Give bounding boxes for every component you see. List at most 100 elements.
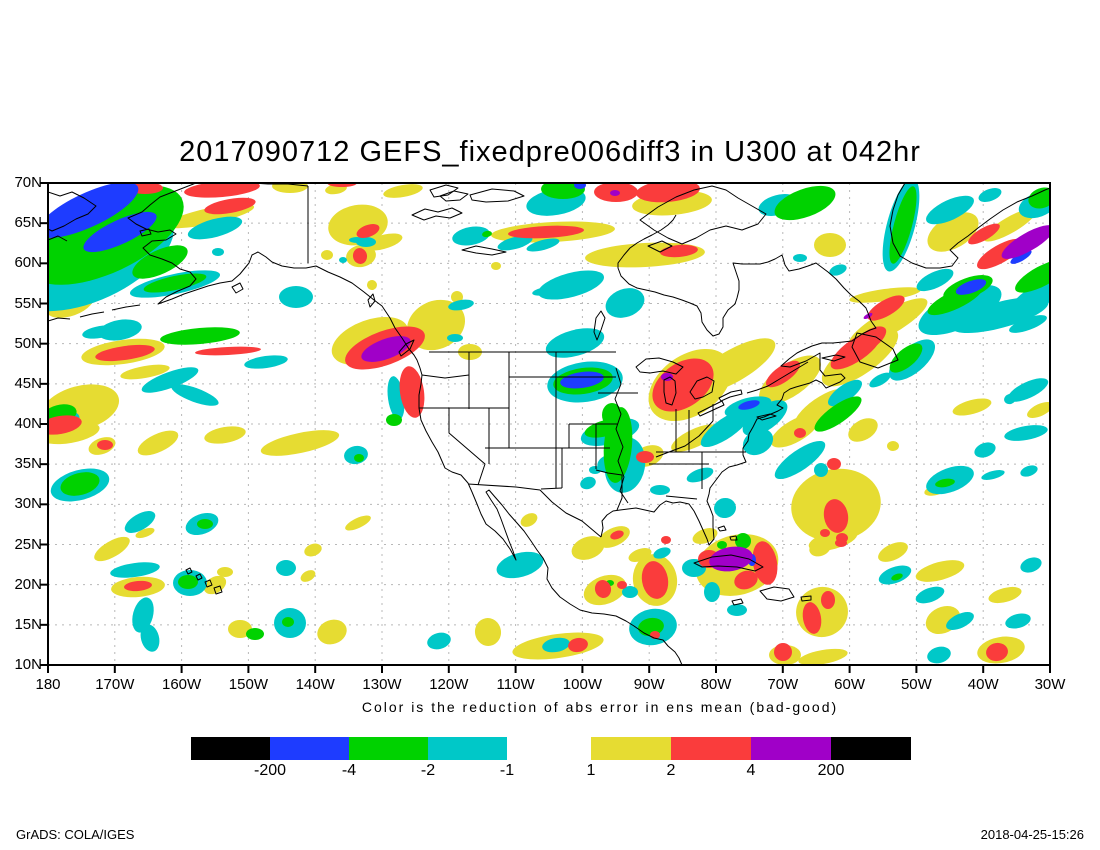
x-axis-label: 40W <box>967 676 999 693</box>
contour-blob <box>955 279 987 295</box>
island-outline <box>729 535 738 541</box>
contour-blob <box>399 366 425 418</box>
contour-blob <box>793 254 807 262</box>
contour-blob <box>447 334 463 342</box>
y-axis-label: 40N <box>14 415 42 432</box>
contour-blob <box>110 562 160 578</box>
contour-blob <box>835 539 847 547</box>
x-axis-label: 150W <box>228 676 268 693</box>
map-layers <box>48 183 1050 665</box>
contour-blob <box>448 299 474 311</box>
contour-blob <box>915 586 945 604</box>
contour-blob <box>589 466 601 474</box>
state-border <box>655 420 714 458</box>
contour-blob <box>279 286 313 308</box>
contour-blob <box>1004 425 1048 441</box>
contour-blob <box>137 430 179 456</box>
y-axis-label: 70N <box>14 174 42 191</box>
contour-blob <box>915 560 965 582</box>
contour-blob <box>641 561 669 599</box>
contour-blob <box>520 513 538 527</box>
contour-blob <box>610 530 624 540</box>
contour-blob <box>304 543 322 557</box>
island-outline <box>821 354 846 362</box>
colorbar-negative <box>191 737 507 760</box>
plot-title: 2017090712 GEFS_fixedpre006diff3 in U300… <box>179 136 921 168</box>
contour-blob <box>282 617 294 627</box>
contour-blob <box>542 637 570 653</box>
contour-blob <box>246 628 264 640</box>
island-outline <box>204 579 213 588</box>
contour-blob <box>574 183 586 189</box>
contour-blob <box>887 441 899 451</box>
colorbar-segment <box>751 737 831 760</box>
contour-blob <box>660 244 698 258</box>
x-axis-label: 80W <box>700 676 732 693</box>
contour-blob <box>496 551 544 579</box>
island-outline <box>398 339 415 357</box>
contour-blob <box>1004 393 1016 405</box>
contour-blob <box>497 235 533 251</box>
x-axis-label: 70W <box>767 676 799 693</box>
contour-blob <box>545 328 605 358</box>
contour-blob <box>132 245 188 279</box>
contour-blob <box>1027 401 1050 419</box>
coastline <box>600 214 877 546</box>
contour-blob <box>187 216 243 240</box>
y-axis-label: 60N <box>14 254 42 272</box>
contour-blob <box>794 428 806 438</box>
y-axis-label: 25N <box>14 535 42 553</box>
contour-blob <box>686 467 714 483</box>
contour-blob <box>653 547 671 559</box>
island-outline <box>139 228 152 237</box>
colorbar-positive <box>591 737 911 760</box>
contour-blob <box>823 499 849 533</box>
colorbar-segment <box>671 737 751 760</box>
contour-blob <box>204 197 256 215</box>
lake-outline <box>439 190 469 202</box>
lake-outline <box>635 357 684 375</box>
state-border <box>746 361 809 394</box>
contour-blob <box>935 478 955 488</box>
contour-blob <box>452 226 490 246</box>
lake-outline <box>718 389 743 402</box>
contour-blob <box>636 451 654 463</box>
x-axis-label: 90W <box>633 676 665 693</box>
contour-blob <box>714 497 736 519</box>
contour-blob <box>983 208 1037 242</box>
coastline <box>79 311 105 318</box>
contour-blob <box>345 515 371 531</box>
contour-blob <box>132 597 154 633</box>
contour-blob <box>228 620 252 638</box>
island-outline <box>639 185 767 245</box>
contour-blob <box>802 602 822 634</box>
contour-blob <box>916 268 954 292</box>
contour-blob <box>571 536 605 560</box>
contour-blob <box>830 330 882 370</box>
coastline <box>48 317 71 322</box>
contour-blob <box>140 624 160 652</box>
island-outline <box>800 595 812 602</box>
state-border <box>448 408 486 486</box>
contour-blob <box>602 403 622 427</box>
colorbar-segment <box>831 737 911 760</box>
state-border <box>467 483 602 538</box>
x-axis-label: 50W <box>900 676 932 693</box>
contour-blob <box>124 511 156 533</box>
contour-blob <box>661 536 671 544</box>
contour-blob <box>361 336 411 362</box>
island-outline <box>195 573 203 581</box>
contour-blob <box>1009 315 1047 333</box>
contour-blob <box>752 541 778 585</box>
contour-blob <box>451 291 463 303</box>
lake-outline <box>411 207 463 221</box>
contour-blob <box>742 400 788 436</box>
island-outline <box>731 598 744 606</box>
contour-blob <box>774 185 836 221</box>
contour-blob <box>889 186 917 264</box>
contour-blob <box>700 408 752 448</box>
contour-blob <box>927 646 951 664</box>
coastline <box>111 304 141 311</box>
y-axis-label: 55N <box>14 294 42 312</box>
y-axis-label: 45N <box>14 374 42 392</box>
